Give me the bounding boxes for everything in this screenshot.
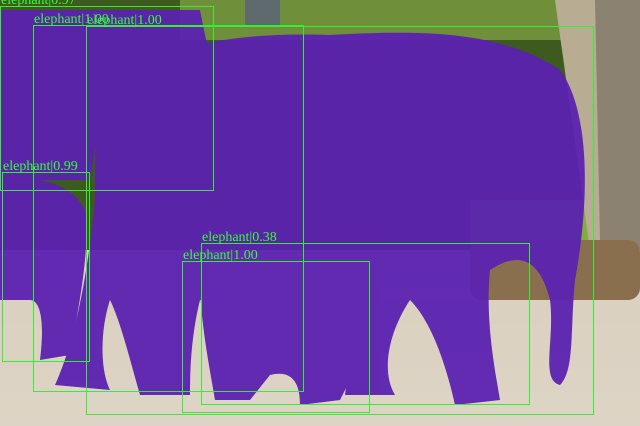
detection-label: elephant|1.00 (87, 13, 162, 28)
tree-trunk (595, 0, 640, 250)
bounding-box (0, 6, 214, 191)
bounding-box (33, 25, 304, 392)
detection-label: elephant|0.97 (1, 0, 76, 8)
masks (0, 10, 585, 406)
bounding-box (2, 172, 90, 362)
mask (0, 10, 210, 180)
detection-label: elephant|0.99 (3, 159, 78, 174)
bounding-box (201, 243, 530, 405)
detection-label: elephant|1.00 (183, 248, 258, 263)
mask (200, 266, 361, 405)
mask (0, 178, 87, 360)
tree-trunk (555, 0, 610, 250)
post (245, 0, 280, 25)
detection-label: elephant|0.38 (202, 230, 277, 245)
mask (55, 32, 585, 406)
bounding-box (86, 26, 594, 415)
bounding-box (182, 261, 370, 413)
detection-label: elephant|1.00 (34, 12, 109, 27)
